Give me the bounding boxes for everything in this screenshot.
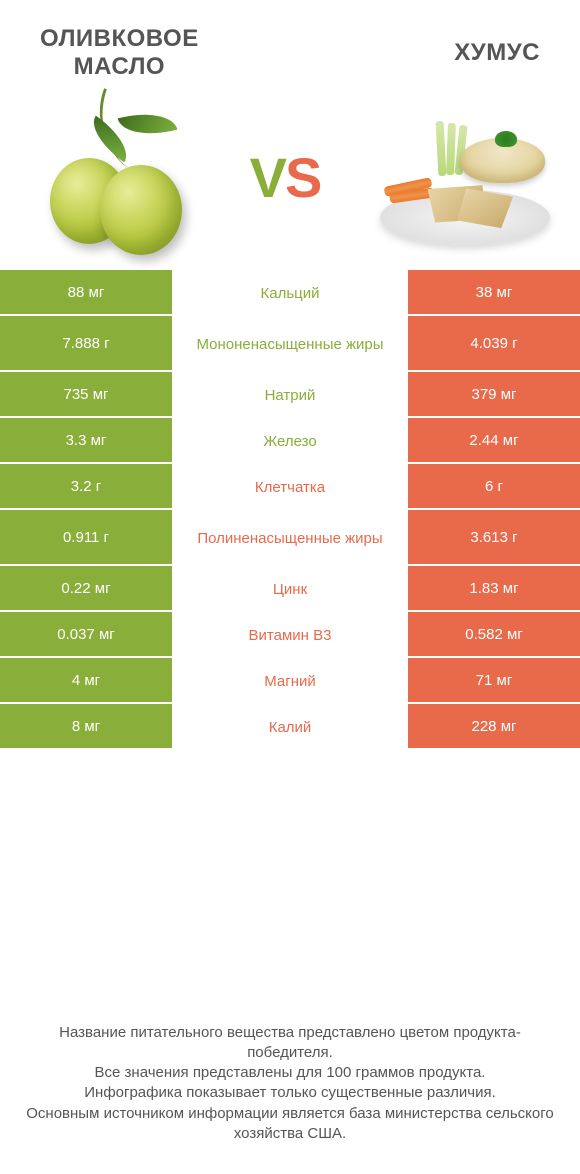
table-row: 735 мгНатрий379 мг <box>0 372 580 418</box>
footer-notes: Название питательного вещества представл… <box>0 1023 580 1145</box>
header: ОЛИВКОВОЕ МАСЛО ХУМУС <box>0 0 580 90</box>
cell-nutrient-label: Натрий <box>172 372 408 418</box>
cell-left-value: 0.037 мг <box>0 612 172 658</box>
cell-right-value: 228 мг <box>408 704 580 750</box>
cell-right-value: 38 мг <box>408 270 580 316</box>
cell-left-value: 4 мг <box>0 658 172 704</box>
olive-illustration <box>25 103 195 253</box>
title-left: ОЛИВКОВОЕ МАСЛО <box>40 25 199 80</box>
footer-line: Основным источником информации является … <box>20 1104 560 1145</box>
cell-nutrient-label: Витамин B3 <box>172 612 408 658</box>
cell-right-value: 3.613 г <box>408 510 580 566</box>
cell-nutrient-label: Железо <box>172 418 408 464</box>
cell-right-value: 1.83 мг <box>408 566 580 612</box>
cell-nutrient-label: Цинк <box>172 566 408 612</box>
table-row: 0.037 мгВитамин B30.582 мг <box>0 612 580 658</box>
nutrient-table: 88 мгКальций38 мг7.888 гМононенасыщенные… <box>0 270 580 750</box>
table-row: 3.3 мгЖелезо2.44 мг <box>0 418 580 464</box>
cell-left-value: 735 мг <box>0 372 172 418</box>
cell-right-value: 71 мг <box>408 658 580 704</box>
cell-left-value: 7.888 г <box>0 316 172 372</box>
cell-left-value: 88 мг <box>0 270 172 316</box>
cell-left-value: 0.22 мг <box>0 566 172 612</box>
cell-right-value: 2.44 мг <box>408 418 580 464</box>
vs-label: VS <box>250 145 321 210</box>
hummus-illustration <box>375 103 555 253</box>
cell-right-value: 6 г <box>408 464 580 510</box>
cell-right-value: 4.039 г <box>408 316 580 372</box>
cell-nutrient-label: Кальций <box>172 270 408 316</box>
table-row: 4 мгМагний71 мг <box>0 658 580 704</box>
footer-line: Инфографика показывает только существенн… <box>20 1083 560 1103</box>
footer-line: Все значения представлены для 100 граммо… <box>20 1063 560 1083</box>
cell-nutrient-label: Клетчатка <box>172 464 408 510</box>
cell-left-value: 8 мг <box>0 704 172 750</box>
table-row: 8 мгКалий228 мг <box>0 704 580 750</box>
cell-right-value: 0.582 мг <box>408 612 580 658</box>
vs-s: S <box>285 146 320 209</box>
images-row: VS <box>0 90 580 270</box>
table-row: 0.22 мгЦинк1.83 мг <box>0 566 580 612</box>
cell-right-value: 379 мг <box>408 372 580 418</box>
cell-left-value: 0.911 г <box>0 510 172 566</box>
table-row: 0.911 гПолиненасыщенные жиры3.613 г <box>0 510 580 566</box>
cell-left-value: 3.3 мг <box>0 418 172 464</box>
cell-left-value: 3.2 г <box>0 464 172 510</box>
table-row: 7.888 гМононенасыщенные жиры4.039 г <box>0 316 580 372</box>
cell-nutrient-label: Калий <box>172 704 408 750</box>
title-right: ХУМУС <box>454 39 540 67</box>
table-row: 3.2 гКлетчатка6 г <box>0 464 580 510</box>
cell-nutrient-label: Полиненасыщенные жиры <box>172 510 408 566</box>
cell-nutrient-label: Мононенасыщенные жиры <box>172 316 408 372</box>
footer-line: Название питательного вещества представл… <box>20 1023 560 1064</box>
cell-nutrient-label: Магний <box>172 658 408 704</box>
vs-v: V <box>250 146 285 209</box>
table-row: 88 мгКальций38 мг <box>0 270 580 316</box>
